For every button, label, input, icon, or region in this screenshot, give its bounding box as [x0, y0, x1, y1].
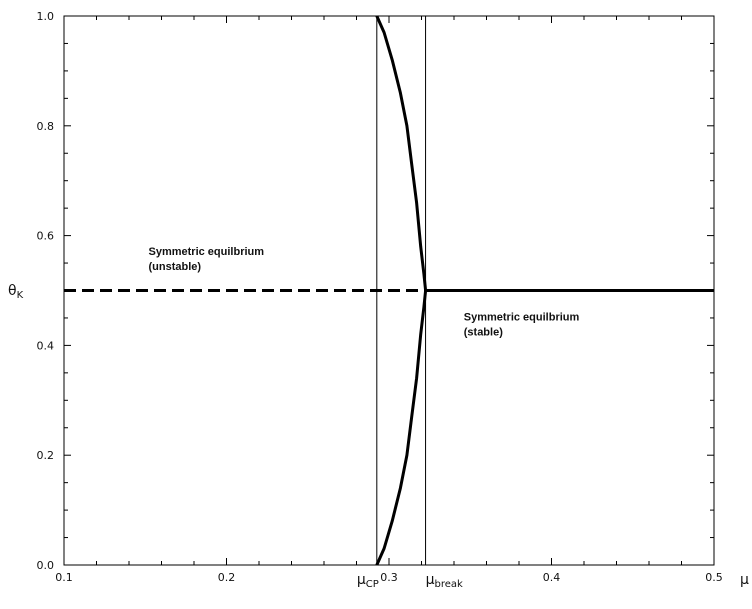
annotation-text: Symmetric equilbrium (stable): [464, 312, 580, 339]
y-axis-label: θK: [8, 283, 24, 301]
vertical-marker-label: μCP: [357, 572, 379, 590]
annotation-text: Symmetric equilbrium (unstable): [149, 246, 265, 273]
y-tick-label: 0.6: [37, 230, 55, 243]
x-axis-label: μ: [740, 572, 749, 588]
vertical-marker-label: μbreak: [426, 572, 463, 590]
tick-labels: 0.1 0.2 0.3 0.4 0.5 0.0 0.2 0.4 0.6 0.8 1.0 μCP μbre…: [37, 10, 723, 590]
x-tick-label: 0.3: [380, 571, 398, 584]
series-lines: [64, 15, 714, 566]
y-tick-label: 0.4: [37, 339, 55, 352]
y-tick-label: 0.2: [37, 449, 55, 462]
y-tick-label: 0.0: [37, 559, 55, 572]
annotations: Symmetric equilbrium (unstable) Symmetric …: [149, 246, 580, 339]
axis-ticks: [63, 15, 715, 566]
solid-series-line: [375, 15, 428, 566]
y-tick-label: 1.0: [37, 10, 55, 23]
x-tick-label: 0.5: [705, 571, 723, 584]
y-tick-label: 0.8: [37, 120, 55, 133]
x-tick-label: 0.2: [218, 571, 236, 584]
x-tick-label: 0.4: [543, 571, 561, 584]
x-tick-label: 0.1: [55, 571, 73, 584]
